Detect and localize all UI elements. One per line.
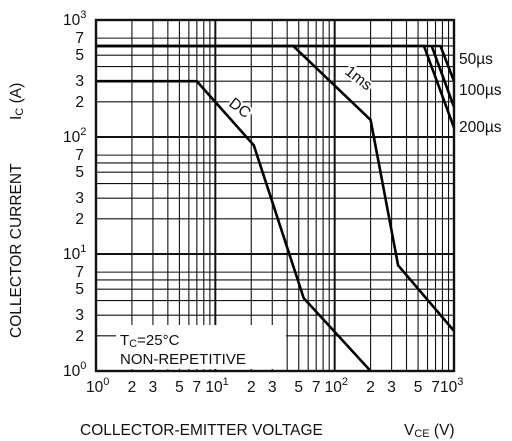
x-decade-tick-label: 102 xyxy=(325,376,348,396)
conditions-background xyxy=(116,325,286,369)
series-line-dc xyxy=(96,79,372,372)
y-decade-tick-label: 102 xyxy=(63,126,86,146)
x-tick-label: 5 xyxy=(414,379,423,396)
x-tick-label: 3 xyxy=(149,379,158,396)
y-decade-tick-label: 101 xyxy=(63,243,86,263)
conditions-annotation: TC=25°C NON-REPETITIVE xyxy=(116,325,286,369)
y-tick-label: 7 xyxy=(75,264,84,281)
x-decade-tick-label: 100 xyxy=(86,376,109,396)
series-label-50s: 50µs xyxy=(459,51,493,68)
series-label-halo: 200µs xyxy=(459,119,502,136)
series-line-50s xyxy=(96,44,456,82)
tc-annotation: TC=25°C xyxy=(120,332,180,350)
y-tick-label: 3 xyxy=(75,73,84,90)
x-tick-label: 3 xyxy=(268,379,277,396)
y-axis-symbol: IC (A) xyxy=(8,83,26,120)
grid xyxy=(95,19,455,372)
series-label-200s: 200µs xyxy=(459,119,502,136)
x-tick-label: 7 xyxy=(431,379,440,396)
y-tick-label: 5 xyxy=(75,281,84,298)
y-tick-label: 3 xyxy=(75,307,84,324)
series-label-halo: 50µs xyxy=(459,51,493,68)
x-tick-label: 2 xyxy=(247,379,256,396)
x-tick-label: 5 xyxy=(294,379,303,396)
x-axis-title: COLLECTOR-EMITTER VOLTAGE xyxy=(80,422,323,439)
x-tick-label: 2 xyxy=(366,379,375,396)
series-line-200s xyxy=(430,45,456,108)
y-tick-label: 5 xyxy=(75,47,84,64)
x-tick-label: 2 xyxy=(128,379,137,396)
y-tick-label: 5 xyxy=(75,164,84,181)
y-decade-tick-label: 103 xyxy=(63,9,86,29)
series-lines xyxy=(96,44,456,372)
y-tick-label: 2 xyxy=(75,328,84,345)
series-label-halo: 100µs xyxy=(459,82,502,99)
series-line-100s xyxy=(96,44,456,129)
x-tick-label: 7 xyxy=(193,379,202,396)
y-axis-title-group: COLLECTOR CURRENT IC (A) xyxy=(8,83,26,338)
y-tick-label: 7 xyxy=(75,30,84,47)
y-axis-title: COLLECTOR CURRENT xyxy=(8,163,25,338)
x-axis-symbol: VCE (V) xyxy=(404,422,455,440)
series-label-100s: 100µs xyxy=(459,82,502,99)
y-tick-label: 3 xyxy=(75,190,84,207)
x-decade-tick-label: 101 xyxy=(205,376,228,396)
plot-frame xyxy=(94,18,456,373)
non-repetitive-annotation: NON-REPETITIVE xyxy=(120,351,246,368)
y-tick-label: 2 xyxy=(75,94,84,111)
y-tick-label: 2 xyxy=(75,211,84,228)
x-tick-label: 5 xyxy=(175,379,184,396)
x-decade-tick-label: 103 xyxy=(440,376,463,396)
x-tick-label: 3 xyxy=(387,379,396,396)
series-line-1ms xyxy=(96,44,455,332)
y-tick-label: 7 xyxy=(75,147,84,164)
x-tick-label: 7 xyxy=(312,379,321,396)
y-decade-tick-label: 100 xyxy=(63,360,86,380)
